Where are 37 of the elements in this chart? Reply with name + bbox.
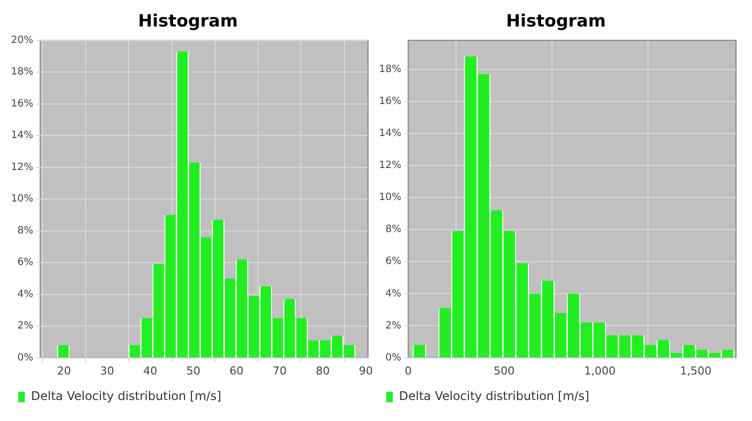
x-tick-label: 90 <box>358 364 373 378</box>
legend-label: Delta Velocity distribution [m/s] <box>399 389 590 404</box>
y-tick-label: 14% <box>378 128 402 139</box>
x-tick-label: 0 <box>404 364 412 378</box>
x-tick-label: 20 <box>56 364 71 378</box>
y-tick-label: 10% <box>378 192 402 204</box>
y-tick-label: 14% <box>10 130 34 142</box>
y-tick-label: 2% <box>385 320 402 332</box>
y-tick-label: 0% <box>385 352 402 364</box>
chart-title: Histogram <box>138 12 238 32</box>
x-tick-label: 500 <box>494 364 515 378</box>
y-tick-label: 16% <box>10 98 34 110</box>
y-tick-label: 12% <box>378 160 402 172</box>
y-tick-label: 8% <box>385 224 402 236</box>
y-tick-label: 20% <box>10 34 34 46</box>
x-tick-label: 1,500 <box>680 364 712 378</box>
y-tick-label: 2% <box>17 320 34 332</box>
y-tick-label: 12% <box>10 162 34 173</box>
y-tick-label: 6% <box>385 256 402 268</box>
chart-title: Histogram <box>506 12 606 32</box>
x-tick-label: 40 <box>143 364 158 378</box>
x-tick-label: 70 <box>272 364 287 378</box>
y-tick-label: 4% <box>17 288 34 300</box>
x-tick-label: 80 <box>316 364 330 378</box>
x-tick-label: 50 <box>186 364 200 378</box>
y-tick-label: 0% <box>17 352 34 364</box>
x-tick-label: 1,000 <box>584 364 616 378</box>
y-tick-label: 6% <box>17 257 34 268</box>
y-tick-label: 18% <box>378 64 402 75</box>
x-tick-label: 60 <box>229 364 244 378</box>
y-tick-label: 4% <box>385 288 402 300</box>
legend-label: Delta Velocity distribution [m/s] <box>31 389 222 404</box>
y-tick-label: 10% <box>10 194 34 205</box>
y-tick-label: 18% <box>10 66 34 78</box>
x-tick-label: 30 <box>100 364 114 378</box>
y-tick-label: 8% <box>17 225 34 236</box>
y-tick-label: 16% <box>378 96 402 107</box>
